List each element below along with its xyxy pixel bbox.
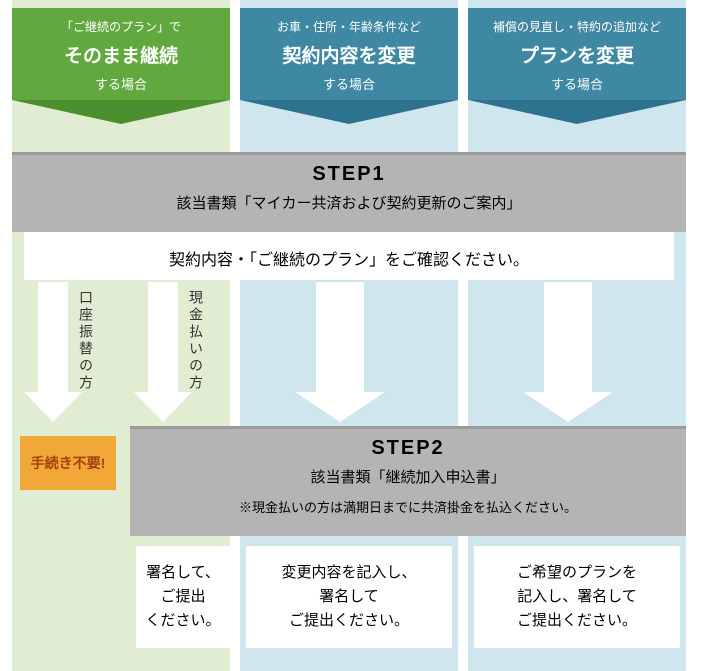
arrow-shaft-a1 (38, 282, 68, 392)
header-line2: プランを変更 (473, 41, 681, 68)
step2-doc: 該当書類「継続加入申込書」 (130, 460, 686, 497)
arrow-shaft-a4 (544, 282, 592, 392)
step2-title: STEP2 (130, 429, 686, 460)
header-h3: 補償の見直し・特約の追加などプランを変更する場合 (468, 8, 686, 100)
badge-text: 手続き不要! (31, 453, 106, 473)
arrow-head-a2 (134, 392, 192, 422)
action-ac2: 変更内容を記入し、 署名して ご提出ください。 (246, 546, 452, 648)
header-line3: する場合 (473, 74, 681, 93)
arrow-shaft-a3 (316, 282, 364, 392)
arrow-label-l2: 現金払いの方 (186, 290, 206, 392)
header-h2: お車・住所・年齢条件など契約内容を変更する場合 (240, 8, 458, 100)
step2-box: STEP2 該当書類「継続加入申込書」 ※現金払いの方は満期日までに共済掛金を払… (130, 426, 686, 536)
header-line2: そのまま継続 (17, 41, 225, 68)
no-procedure-badge: 手続き不要! (20, 436, 116, 490)
arrow-head-a1 (24, 392, 82, 422)
header-line3: する場合 (17, 74, 225, 93)
header-line2: 契約内容を変更 (245, 41, 453, 68)
arrow-head-a4 (523, 392, 613, 422)
step2-note: ※現金払いの方は満期日までに共済掛金を払込ください。 (130, 497, 686, 526)
header-line1: 補償の見直し・特約の追加など (473, 18, 681, 35)
action-ac1: 署名して、 ご提出 ください。 (136, 546, 230, 648)
header-h1: 「ご継続のプラン」でそのまま継続する場合 (12, 8, 230, 100)
header-arrow-h3 (468, 100, 686, 124)
header-arrow-h1 (12, 100, 230, 124)
step1-title: STEP1 (12, 155, 686, 186)
step1-doc: 該当書類「マイカー共済および契約更新のご案内」 (12, 186, 686, 223)
action-ac3: ご希望のプランを 記入し、署名して ご提出ください。 (474, 546, 680, 648)
header-line3: する場合 (245, 74, 453, 93)
step1-instruction: 契約内容・「ご継続のプラン」をご確認ください。 (24, 232, 674, 280)
arrow-head-a3 (295, 392, 385, 422)
step1-box: STEP1 該当書類「マイカー共済および契約更新のご案内」 (12, 152, 686, 232)
header-line1: 「ご継続のプラン」で (17, 18, 225, 35)
arrow-shaft-a2 (148, 282, 178, 392)
header-arrow-h2 (240, 100, 458, 124)
arrow-label-l1: 口座振替の方 (76, 290, 96, 392)
diagram-container: 「ご継続のプラン」でそのまま継続する場合お車・住所・年齢条件など契約内容を変更す… (0, 0, 710, 671)
step1-instruction-text: 契約内容・「ご継続のプラン」をご確認ください。 (169, 252, 529, 269)
header-line1: お車・住所・年齢条件など (245, 18, 453, 35)
